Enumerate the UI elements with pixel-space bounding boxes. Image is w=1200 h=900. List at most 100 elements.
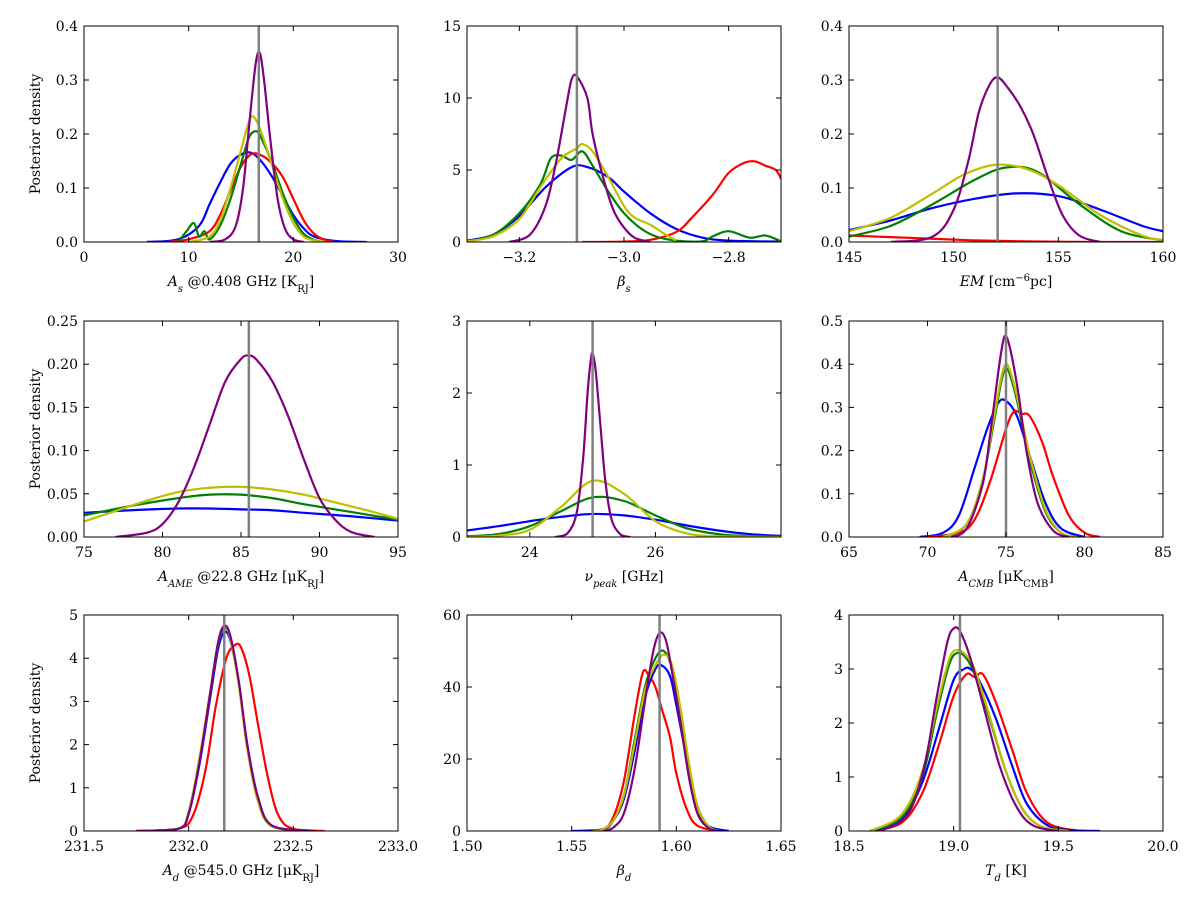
axes-frame (848, 614, 1164, 832)
x-tick-label: −3.2 (502, 250, 536, 266)
x-tick-label: 1.60 (661, 839, 692, 855)
y-tick-label: 4 (834, 608, 843, 624)
series-green (84, 493, 398, 521)
x-axis-label: βs (616, 274, 630, 295)
series-purple (890, 76, 1101, 242)
y-tick-label: 3 (834, 662, 843, 678)
x-tick-label: 26 (646, 545, 664, 561)
series-yellow (592, 653, 719, 831)
x-tick-label: 0 (80, 250, 89, 266)
series-purple (508, 73, 651, 242)
y-tick-label: 0 (452, 824, 461, 840)
series-blue (919, 398, 1085, 537)
curves (869, 626, 1101, 831)
curves (467, 73, 781, 242)
series-red (927, 409, 1101, 537)
x-tick-label: 160 (1150, 250, 1177, 266)
y-tick-label: 4 (69, 651, 78, 667)
curves (571, 631, 729, 831)
series-green (849, 165, 1163, 242)
y-tick-label: 40 (443, 680, 461, 696)
y-tick-label: 0.00 (47, 530, 78, 546)
x-axis-label: ACMB [μKCMB] (956, 569, 1054, 590)
series-blue (467, 164, 781, 242)
y-tick-label: 20 (443, 752, 461, 768)
x-tick-label: 232.5 (273, 839, 313, 855)
axes-frame (848, 25, 1164, 243)
panel-2: −3.2 −3.0 −2.8 0 5 10 15 βs (443, 19, 782, 295)
series-yellow (467, 142, 677, 242)
y-tick-label: 0.1 (821, 181, 843, 197)
y-axis-label: Posterior density (28, 369, 44, 490)
series-red (167, 152, 336, 242)
x-tick-label: −3.0 (607, 250, 641, 266)
series-yellow (467, 479, 781, 537)
x-tick-label: 150 (940, 250, 967, 266)
y-tick-label: 0.2 (821, 127, 843, 143)
x-tick-label: 95 (389, 545, 407, 561)
y-tick-label: 0 (69, 824, 78, 840)
series-purple (602, 631, 719, 831)
panel-5: 24 26 0 1 2 3 νpeak [GHz] (452, 314, 782, 590)
y-tick-label: 2 (452, 386, 461, 402)
series-yellow (942, 363, 1077, 537)
y-tick-label: 0.15 (47, 400, 78, 416)
series-blue (571, 663, 729, 831)
panel-8: 1.50 1.55 1.60 1.65 0 20 40 60 βd (443, 608, 796, 884)
series-yellow (869, 648, 1069, 831)
x-tick-label: 232.0 (169, 839, 209, 855)
series-red (582, 159, 781, 242)
axes-frame (466, 320, 782, 538)
y-tick-label: 0.25 (47, 314, 78, 330)
axes-frame (83, 320, 399, 538)
y-tick-label: 0.05 (47, 487, 78, 503)
series-purple (950, 334, 1070, 537)
x-tick-label: 75 (997, 545, 1015, 561)
x-tick-label: 85 (232, 545, 250, 561)
axes-frame (466, 25, 782, 243)
y-tick-label: 0.5 (821, 314, 843, 330)
axes-frame (83, 25, 399, 243)
x-tick-label: 80 (154, 545, 172, 561)
y-tick-label: 0.3 (821, 73, 843, 89)
y-tick-label: 60 (443, 608, 461, 624)
series-yellow (84, 485, 398, 523)
series-green (942, 367, 1077, 537)
curves (467, 351, 781, 537)
y-tick-label: 0.2 (821, 444, 843, 460)
x-tick-label: 30 (389, 250, 407, 266)
y-tick-label: 2 (69, 738, 78, 754)
x-tick-label: 20 (284, 250, 302, 266)
x-tick-label: 19.0 (938, 839, 969, 855)
x-axis-label: EM [cm−6pc] (959, 273, 1053, 291)
panel-1: 0 10 20 30 0.0 0.1 0.2 0.3 0.4 As @0.408 GHz [KRJ… (28, 19, 407, 295)
curves (136, 624, 325, 831)
curves (84, 354, 398, 537)
y-tick-label: 2 (834, 716, 843, 732)
x-tick-label: 85 (1154, 545, 1172, 561)
x-axis-label: As @0.408 GHz [KRJ] (166, 274, 314, 295)
x-axis-label: βd (616, 863, 632, 884)
x-tick-label: 1.65 (765, 839, 796, 855)
curves (919, 334, 1101, 537)
y-tick-label: 3 (69, 694, 78, 710)
series-green (869, 651, 1069, 831)
x-tick-label: 231.5 (64, 839, 104, 855)
series-green (592, 649, 719, 831)
x-tick-label: 75 (75, 545, 93, 561)
y-axis-label: Posterior density (28, 663, 44, 784)
x-tick-label: 1.50 (451, 839, 482, 855)
y-tick-label: 0.2 (56, 127, 78, 143)
panel-6: 65 70 75 80 85 0.0 0.1 0.2 0.3 0.4 0.5 ACMB [μKCMB] (821, 314, 1172, 590)
y-tick-label: 0.4 (821, 19, 843, 35)
x-tick-label: 1.55 (556, 839, 587, 855)
y-tick-label: 0.3 (821, 400, 843, 416)
panel-3: 145 150 155 160 0.0 0.1 0.2 0.3 0.4 EM [cm−6pc] (821, 19, 1177, 290)
curves (146, 50, 367, 242)
x-axis-label: Td [K] (985, 863, 1027, 884)
x-axis-label: Ad @545.0 GHz [μKRJ] (161, 863, 320, 884)
series-green (177, 130, 325, 242)
series-red (869, 672, 1080, 831)
series-blue (869, 666, 1101, 831)
y-tick-label: 10 (443, 91, 461, 107)
